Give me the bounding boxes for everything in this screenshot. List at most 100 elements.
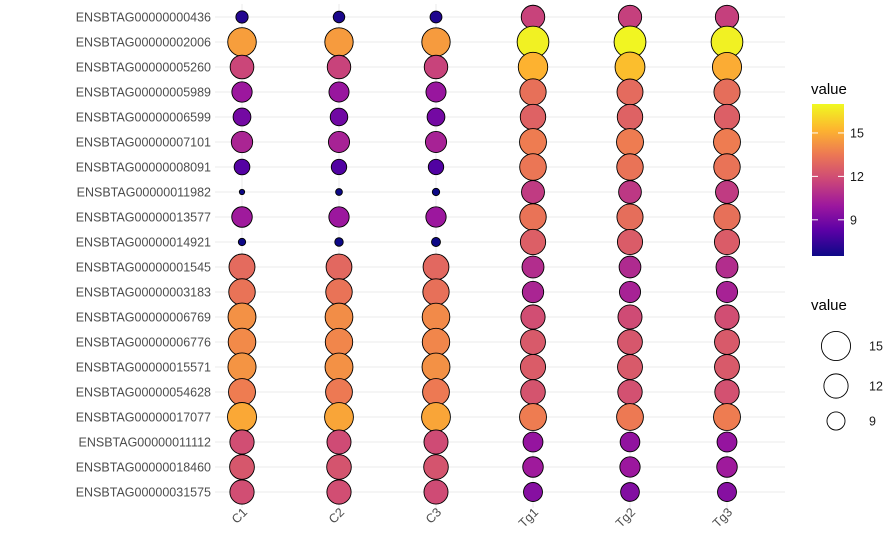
y-tick-label: ENSBTAG00000008091: [76, 161, 211, 175]
bubble-ensbtag00000000436-tg3: [714, 4, 740, 30]
bubble-ensbtag00000006776-tg2: [617, 329, 643, 355]
bubble-ensbtag00000008091-tg2: [616, 153, 644, 181]
y-tick-label: ENSBTAG00000002006: [76, 36, 211, 50]
bubble-ensbtag00000031575-tg3: [717, 482, 737, 502]
bubble-ensbtag00000011982-tg3: [715, 180, 739, 204]
bubble-ensbtag00000005989-c3: [425, 81, 447, 103]
bubble-ensbtag00000005989-c2: [328, 81, 350, 103]
bubble-ensbtag00000015571-c3: [421, 352, 451, 382]
bubble-ensbtag00000011112-tg2: [619, 431, 641, 453]
bubble-ensbtag00000017077-c2: [324, 402, 354, 432]
bubble-ensbtag00000005260-tg1: [517, 51, 549, 83]
bubble-ensbtag00000031575-c2: [326, 479, 352, 505]
bubble-ensbtag00000007101-c2: [327, 130, 351, 154]
bubble-ensbtag00000007101-tg1: [519, 128, 547, 156]
bubble-ensbtag00000000436-c3: [429, 10, 443, 24]
size-legend-label: 15: [869, 340, 883, 354]
bubble-ensbtag00000054628-c1: [228, 378, 256, 406]
bubble-ensbtag00000054628-c2: [325, 378, 353, 406]
size-legend: value 15 12 9: [811, 297, 883, 431]
bubble-ensbtag00000007101-c1: [230, 130, 254, 154]
bubble-ensbtag00000018460-c2: [326, 454, 352, 480]
bubble-ensbtag00000005989-tg3: [713, 78, 741, 106]
bubble-ensbtag00000006599-tg2: [616, 103, 644, 131]
bubble-ensbtag00000005260-c1: [229, 54, 255, 80]
bubble-ensbtag00000006599-tg3: [713, 103, 741, 131]
bubble-ensbtag00000001545-tg2: [618, 255, 642, 279]
bubble-ensbtag00000011112-c2: [326, 429, 352, 455]
y-tick-label: ENSBTAG00000015571: [76, 361, 211, 375]
bubble-ensbtag00000005260-tg3: [711, 51, 743, 83]
bubble-ensbtag00000013577-c1: [231, 206, 253, 228]
color-legend: value 9 12 15: [811, 81, 864, 256]
y-tick-label: ENSBTAG00000000436: [76, 11, 211, 25]
bubble-ensbtag00000003183-tg2: [618, 280, 642, 304]
bubble-ensbtag00000008091-c1: [233, 158, 251, 176]
size-legend-label: 12: [869, 380, 883, 394]
bubble-ensbtag00000015571-tg3: [714, 354, 740, 380]
bubble-ensbtag00000031575-c1: [229, 479, 255, 505]
bubble-ensbtag00000017077-tg1: [519, 403, 547, 431]
bubble-ensbtag00000018460-tg3: [716, 456, 738, 478]
y-tick-label: ENSBTAG00000001545: [76, 261, 211, 275]
color-legend-title: value: [811, 81, 847, 98]
bubble-ensbtag00000017077-tg2: [616, 403, 644, 431]
bubble-ensbtag00000006769-c2: [324, 302, 354, 332]
bubble-ensbtag00000006769-tg1: [520, 304, 546, 330]
bubble-ensbtag00000013577-c2: [328, 206, 350, 228]
x-tick-label: Tg1: [516, 505, 541, 530]
bubble-ensbtag00000013577-c3: [425, 206, 447, 228]
bubble-ensbtag00000000436-tg1: [520, 4, 546, 30]
x-tick-label: C3: [423, 505, 444, 526]
bubble-ensbtag00000002006-c3: [421, 27, 451, 57]
y-tick-label: ENSBTAG00000011982: [77, 186, 211, 200]
y-axis-labels: ENSBTAG00000000436 ENSBTAG00000002006 ENSB…: [76, 11, 211, 500]
bubble-ensbtag00000011982-c1: [238, 188, 246, 196]
bubble-ensbtag00000014921-tg3: [713, 228, 741, 256]
bubble-ensbtag00000014921-c3: [431, 237, 441, 247]
x-tick-label: Tg2: [613, 505, 638, 530]
bubble-ensbtag00000007101-tg2: [616, 128, 644, 156]
y-tick-label: ENSBTAG00000031575: [76, 486, 211, 500]
gridlines: [215, 4, 785, 508]
y-tick-label: ENSBTAG00000003183: [76, 286, 211, 300]
bubble-ensbtag00000001545-tg3: [715, 255, 739, 279]
bubble-ensbtag00000031575-tg1: [523, 482, 543, 502]
bubble-ensbtag00000011112-tg3: [716, 431, 738, 453]
bubble-ensbtag00000008091-c2: [330, 158, 348, 176]
bubble-ensbtag00000011982-c2: [335, 188, 343, 196]
bubble-ensbtag00000006599-c3: [426, 107, 446, 127]
bubble-ensbtag00000011112-tg1: [522, 431, 544, 453]
y-tick-label: ENSBTAG00000014921: [76, 236, 211, 250]
bubble-ensbtag00000018460-c1: [229, 454, 255, 480]
size-legend-title: value: [811, 297, 847, 314]
bubble-ensbtag00000003183-c3: [422, 278, 450, 306]
size-legend-label: 9: [869, 415, 876, 429]
bubble-ensbtag00000006599-c2: [329, 107, 349, 127]
bubble-ensbtag00000003183-tg3: [715, 280, 739, 304]
y-tick-label: ENSBTAG00000007101: [76, 136, 211, 150]
bubble-ensbtag00000007101-c3: [424, 130, 448, 154]
bubble-ensbtag00000002006-c2: [324, 27, 354, 57]
color-legend-tick-label: 15: [850, 126, 864, 140]
color-legend-bar: [812, 104, 844, 256]
bubble-ensbtag00000001545-c1: [228, 253, 256, 281]
bubble-ensbtag00000002006-c1: [227, 27, 257, 57]
bubble-ensbtag00000011112-c1: [229, 429, 255, 455]
y-tick-label: ENSBTAG00000017077: [76, 411, 211, 425]
bubble-ensbtag00000006599-tg1: [519, 103, 547, 131]
bubble-ensbtag00000017077-c1: [227, 402, 257, 432]
y-tick-label: ENSBTAG00000013577: [76, 211, 211, 225]
bubble-ensbtag00000003183-c1: [228, 278, 256, 306]
bubble-ensbtag00000018460-tg2: [619, 456, 641, 478]
bubble-ensbtag00000006776-c2: [324, 327, 354, 357]
bubble-ensbtag00000007101-tg3: [713, 128, 741, 156]
size-legend-circle: [820, 330, 852, 362]
bubble-ensbtag00000006769-c3: [421, 302, 451, 332]
y-tick-label: ENSBTAG00000005989: [76, 86, 211, 100]
y-tick-label: ENSBTAG00000006769: [76, 311, 211, 325]
bubble-ensbtag00000015571-tg2: [617, 354, 643, 380]
bubble-ensbtag00000014921-tg2: [616, 228, 644, 256]
bubble-ensbtag00000054628-c3: [422, 378, 450, 406]
